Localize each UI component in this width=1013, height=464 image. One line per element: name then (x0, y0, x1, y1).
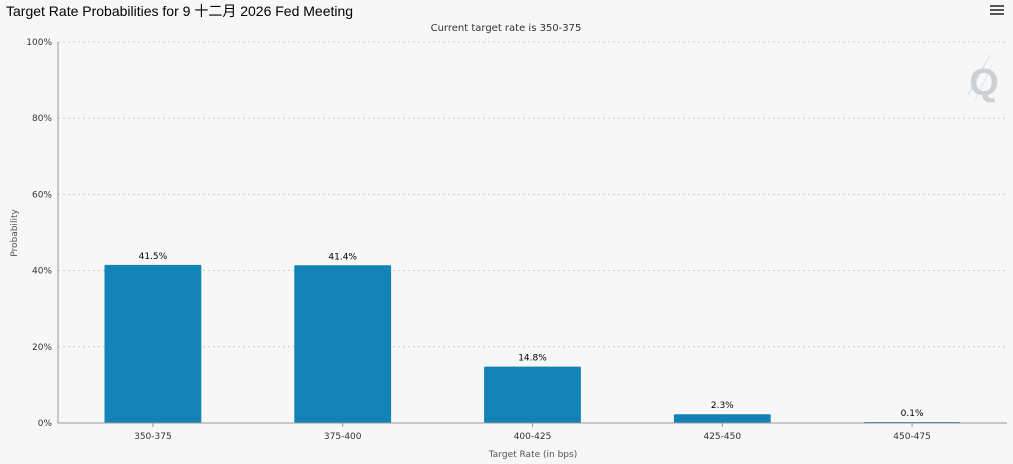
data-label: 14.8% (518, 354, 547, 364)
y-tick-label: 80% (32, 114, 52, 124)
y-tick-label: 40% (32, 267, 52, 277)
y-tick-label: 100% (26, 38, 52, 48)
bar (104, 264, 202, 423)
data-label: 2.3% (711, 401, 734, 411)
bar (673, 414, 771, 423)
x-axis-ticks: 350-375 375-400 400-425 425-450 450-475 (134, 423, 931, 442)
y-axis-ticks: 0% 20% 40% 60% 80% 100% (26, 38, 52, 429)
x-axis-title: Target Rate (in bps) (488, 450, 577, 460)
bar (484, 366, 581, 423)
grid-lines (58, 41, 1007, 348)
bars (104, 264, 961, 423)
x-tick-label: 350-375 (134, 432, 172, 442)
y-tick-label: 20% (32, 343, 52, 353)
hamburger-menu-icon[interactable] (990, 5, 1004, 17)
y-tick-label: 0% (38, 419, 53, 429)
y-axis-title: Probability (10, 209, 20, 257)
y-tick-label: 60% (32, 190, 52, 200)
x-tick-label: 450-475 (893, 432, 931, 442)
watermark-logo: Q (967, 54, 999, 104)
menu-line (990, 5, 1004, 7)
data-label: 0.1% (901, 409, 924, 419)
watermark-letter: Q (969, 62, 999, 104)
watermark-stroke (967, 54, 991, 96)
data-labels: 41.5% 41.4% 14.8% 2.3% 0.1% (139, 252, 924, 419)
menu-line (990, 9, 1004, 11)
data-label: 41.5% (139, 252, 168, 262)
x-tick-label: 400-425 (514, 432, 552, 442)
bar (294, 265, 392, 423)
chart-title: Target Rate Probabilities for 9 十二月 2026… (6, 3, 354, 19)
x-tick-label: 375-400 (324, 432, 362, 442)
chart-subtitle: Current target rate is 350-375 (431, 23, 582, 34)
watermark-stroke (974, 64, 993, 101)
data-label: 41.4% (328, 252, 357, 262)
x-tick-label: 425-450 (703, 432, 741, 442)
menu-line (990, 13, 1004, 15)
